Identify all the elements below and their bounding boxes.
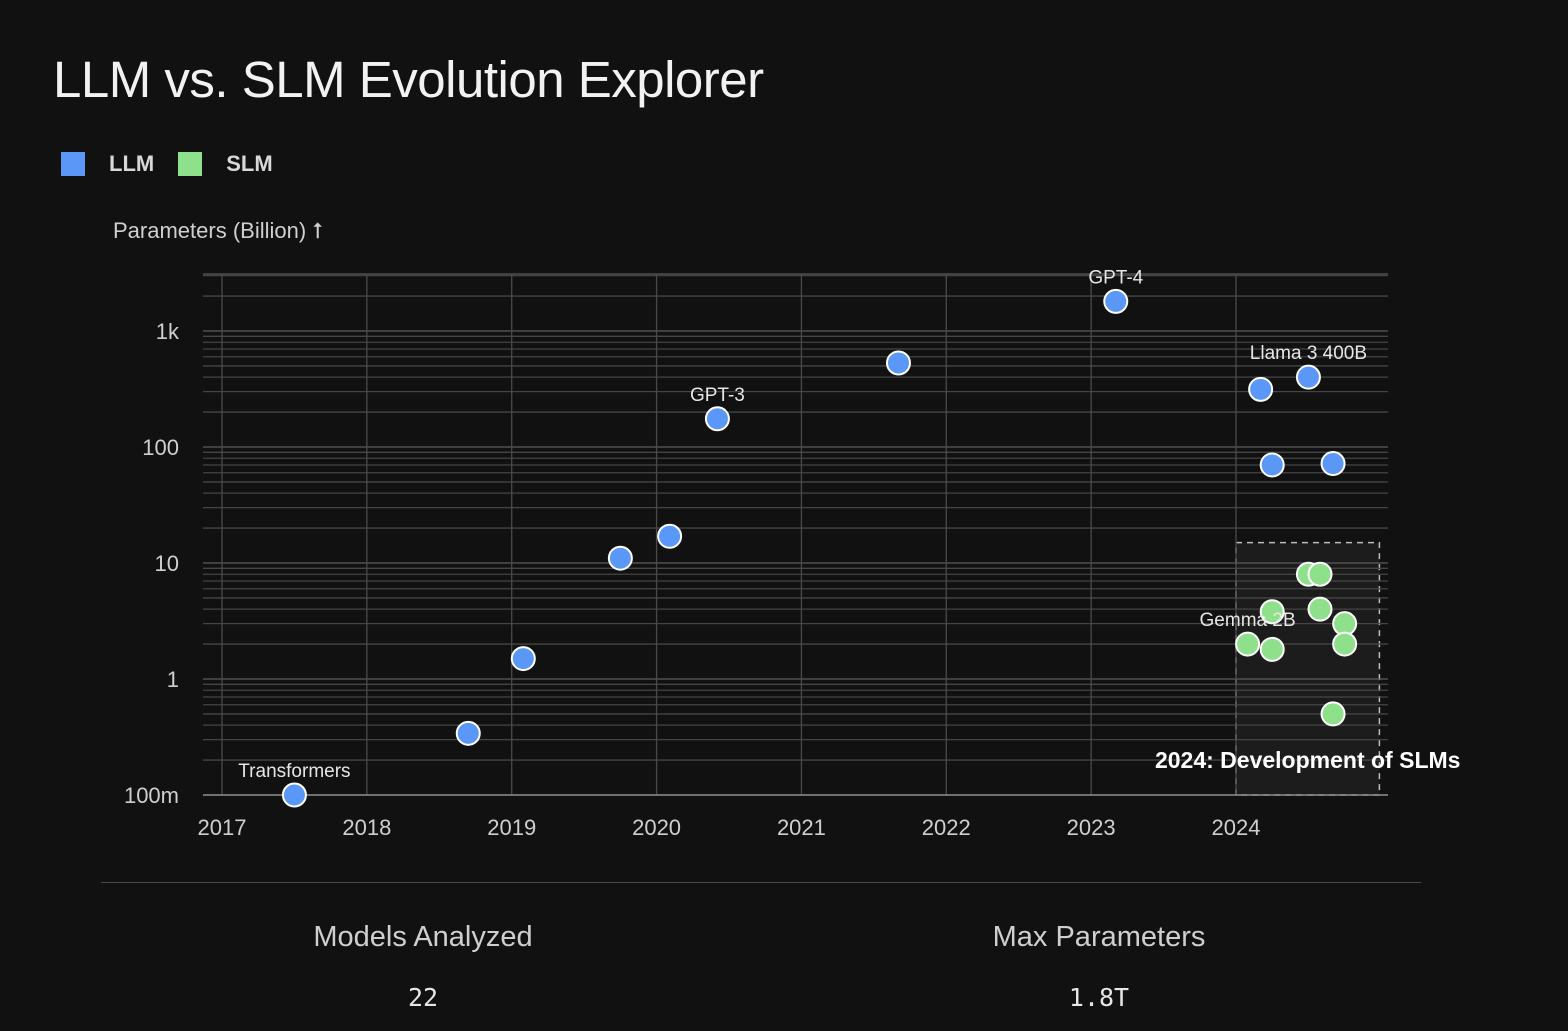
llm-point bbox=[1295, 364, 1321, 390]
page-title: LLM vs. SLM Evolution Explorer bbox=[53, 51, 764, 108]
legend-label-slm: SLM bbox=[226, 151, 273, 176]
y-axis-label: Parameters (Billion) ⭡ bbox=[113, 218, 323, 243]
region-label: 2024: Development of SLMs bbox=[1155, 747, 1460, 773]
x-tick-label: 2018 bbox=[342, 815, 391, 840]
x-tick-label: 2017 bbox=[198, 815, 247, 840]
legend-swatch-slm bbox=[178, 152, 203, 176]
point-label: Gemma 2B bbox=[1200, 610, 1296, 631]
x-tick-label: 2021 bbox=[777, 815, 826, 840]
llm-point bbox=[510, 646, 536, 672]
legend-label-llm: LLM bbox=[109, 151, 155, 176]
llm-point bbox=[1259, 452, 1285, 478]
y-tick-label: 10 bbox=[155, 551, 179, 576]
point-label: Transformers bbox=[238, 761, 350, 782]
stat-label-max-parameters: Max Parameters bbox=[992, 921, 1206, 953]
stat-max-parameters: Max Parameters 1.8T bbox=[849, 919, 1349, 1012]
scatter-chart: 2017 2018 2019 2020 2021 2022 2023 2024 100m 1 10 1… bbox=[113, 218, 1460, 840]
chart-legend: LLM SLM bbox=[61, 151, 297, 177]
x-tick-label: 2019 bbox=[487, 815, 536, 840]
y-tick-label: 100m bbox=[124, 783, 179, 808]
slm-point bbox=[1307, 596, 1333, 622]
llm-point bbox=[885, 350, 911, 376]
stat-value-models-analyzed: 22 bbox=[407, 983, 439, 1012]
legend-item-llm[interactable]: LLM bbox=[61, 151, 154, 177]
slm-point bbox=[1307, 561, 1333, 587]
llm-point bbox=[1320, 451, 1346, 477]
x-tick-label: 2020 bbox=[632, 815, 681, 840]
stat-models-analyzed: Models Analyzed 22 bbox=[173, 919, 673, 1012]
point-label: Llama 3 400B bbox=[1250, 343, 1367, 364]
slm-point bbox=[1259, 599, 1285, 625]
x-tick-label: 2024 bbox=[1212, 815, 1261, 840]
stat-label-models-analyzed: Models Analyzed bbox=[313, 921, 533, 953]
slm-point bbox=[1320, 701, 1346, 727]
x-tick-label: 2022 bbox=[922, 815, 971, 840]
y-tick-label: 1k bbox=[156, 319, 180, 344]
llm-point bbox=[607, 545, 633, 571]
llm-point bbox=[704, 406, 730, 432]
y-tick-label: 1 bbox=[167, 667, 179, 692]
slm-point bbox=[1259, 636, 1285, 662]
legend-swatch-llm bbox=[61, 152, 85, 176]
y-tick-label: 100 bbox=[142, 435, 179, 460]
stats-panel: Models Analyzed 22 Max Parameters 1.8T bbox=[101, 882, 1421, 1031]
llm-point bbox=[281, 782, 307, 808]
llm-point bbox=[1103, 288, 1129, 314]
stat-value-max-parameters: 1.8T bbox=[1068, 983, 1130, 1012]
x-tick-label: 2023 bbox=[1067, 815, 1116, 840]
llm-point bbox=[1248, 376, 1274, 402]
legend-item-slm[interactable]: SLM bbox=[178, 151, 273, 177]
slm-point bbox=[1235, 631, 1261, 657]
point-label: GPT-4 bbox=[1088, 267, 1143, 288]
slm-point bbox=[1332, 631, 1358, 657]
point-label: GPT-3 bbox=[690, 385, 745, 406]
llm-point bbox=[657, 523, 683, 549]
llm-point bbox=[455, 720, 481, 746]
